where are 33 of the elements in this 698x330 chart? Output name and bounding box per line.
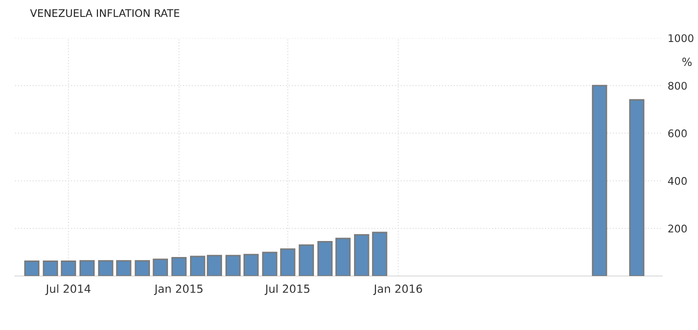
bar [79, 260, 95, 276]
bar [629, 99, 644, 276]
bar [354, 234, 370, 276]
x-tick-label: Jul 2015 [264, 284, 310, 295]
x-tick-label: Jul 2014 [45, 284, 90, 295]
bar [152, 258, 168, 276]
bar [280, 248, 296, 276]
bar [116, 260, 132, 276]
bar [592, 84, 608, 276]
y-tick-label: 600 [668, 129, 687, 138]
bar [372, 232, 388, 276]
bar [262, 252, 278, 276]
x-tick-label: Jan 2015 [154, 284, 202, 295]
chart-title: VENEZUELA INFLATION RATE [30, 9, 180, 18]
y-tick-label: 1000 [668, 34, 694, 42]
bar [225, 254, 241, 276]
bar [60, 260, 76, 276]
x-tick-label: Jan 2016 [373, 284, 422, 295]
bar [98, 260, 114, 276]
y-axis-title: % [682, 58, 692, 66]
bar [298, 244, 314, 276]
bar [42, 260, 58, 276]
y-tick-label: 800 [668, 82, 687, 90]
bar [206, 254, 222, 276]
bar [335, 238, 351, 276]
y-tick-label: 400 [668, 177, 687, 185]
bar [134, 260, 150, 276]
bar [317, 241, 333, 276]
y-tick-label: 200 [668, 224, 687, 233]
bar [24, 260, 40, 276]
bar [171, 256, 187, 276]
bar [243, 254, 259, 276]
bar [190, 256, 206, 276]
